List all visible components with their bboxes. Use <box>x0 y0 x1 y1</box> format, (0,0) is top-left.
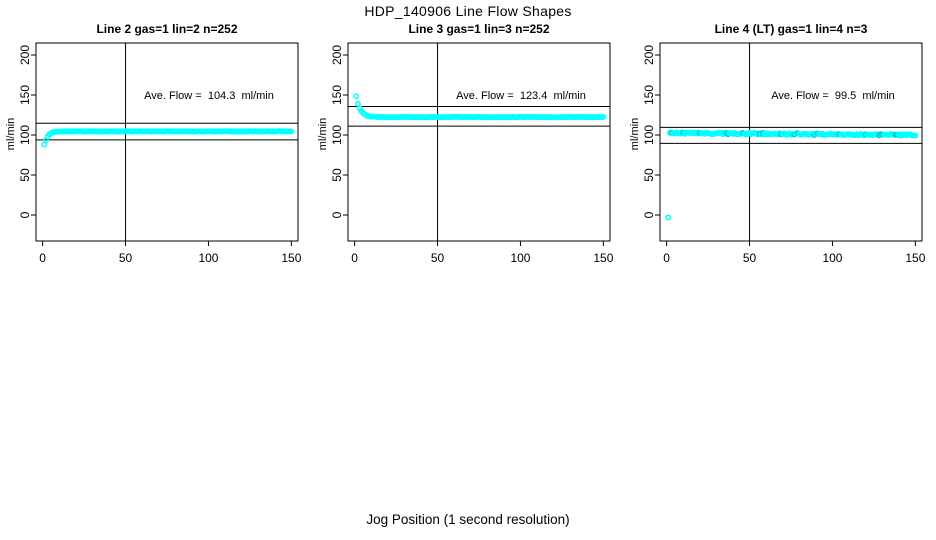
svg-text:100: 100 <box>18 125 32 145</box>
svg-text:50: 50 <box>18 168 32 182</box>
panel-line4-y-axis-label: ml/min <box>629 117 641 151</box>
svg-text:0: 0 <box>642 211 656 218</box>
svg-text:50: 50 <box>330 168 344 182</box>
svg-text:150: 150 <box>593 251 613 265</box>
svg-text:0: 0 <box>39 251 46 265</box>
svg-text:200: 200 <box>18 45 32 65</box>
figure-x-axis-label: Jog Position (1 second resolution) <box>366 512 570 527</box>
svg-text:0: 0 <box>330 211 344 218</box>
panel-line3-ave-flow-annotation: Ave. Flow = 123.4 ml/min <box>456 90 586 102</box>
svg-text:150: 150 <box>905 251 925 265</box>
panel-line3: Line 3 gas=1 lin=3 n=252 0 50 100 150 0 50 100… <box>312 0 624 300</box>
svg-text:150: 150 <box>18 85 32 105</box>
panel-line2-ave-flow-annotation: Ave. Flow = 104.3 ml/min <box>144 90 274 102</box>
svg-text:50: 50 <box>642 168 656 182</box>
svg-text:0: 0 <box>663 251 670 265</box>
svg-text:0: 0 <box>18 211 32 218</box>
svg-text:100: 100 <box>330 125 344 145</box>
svg-text:100: 100 <box>642 125 656 145</box>
svg-text:100: 100 <box>510 251 530 265</box>
panel-line2-y-axis-label: ml/min <box>5 117 17 151</box>
panel-line4: Line 4 (LT) gas=1 lin=4 n=3 0 50 100 150 0 50… <box>624 0 936 300</box>
panel-line3-y-axis-label: ml/min <box>317 117 329 151</box>
panel-line3-title: Line 3 gas=1 lin=3 n=252 <box>408 22 550 36</box>
svg-text:150: 150 <box>281 251 301 265</box>
panel-line2-plot-svg: 0 50 100 150 0 50 100 150 200 <box>18 42 302 265</box>
svg-text:100: 100 <box>822 251 842 265</box>
svg-text:150: 150 <box>330 85 344 105</box>
svg-text:50: 50 <box>431 251 445 265</box>
figure-main-title: HDP_140906 Line Flow Shapes <box>364 3 572 19</box>
svg-text:50: 50 <box>743 251 757 265</box>
panel-line2: Line 2 gas=1 lin=2 n=252 0 50 100 150 0 50 100… <box>0 0 312 300</box>
svg-text:100: 100 <box>198 251 218 265</box>
svg-text:200: 200 <box>642 45 656 65</box>
panel-line4-title: Line 4 (LT) gas=1 lin=4 n=3 <box>714 22 868 36</box>
panel-line3-plot-svg: 0 50 100 150 0 50 100 150 200 <box>330 42 614 265</box>
panel-line2-title: Line 2 gas=1 lin=2 n=252 <box>96 22 238 36</box>
svg-text:50: 50 <box>119 251 133 265</box>
svg-text:200: 200 <box>330 45 344 65</box>
panel-line4-ave-flow-annotation: Ave. Flow = 99.5 ml/min <box>771 90 895 102</box>
svg-text:150: 150 <box>642 85 656 105</box>
svg-text:0: 0 <box>351 251 358 265</box>
panel-line4-plot-svg: 0 50 100 150 0 50 100 150 200 <box>642 42 926 265</box>
